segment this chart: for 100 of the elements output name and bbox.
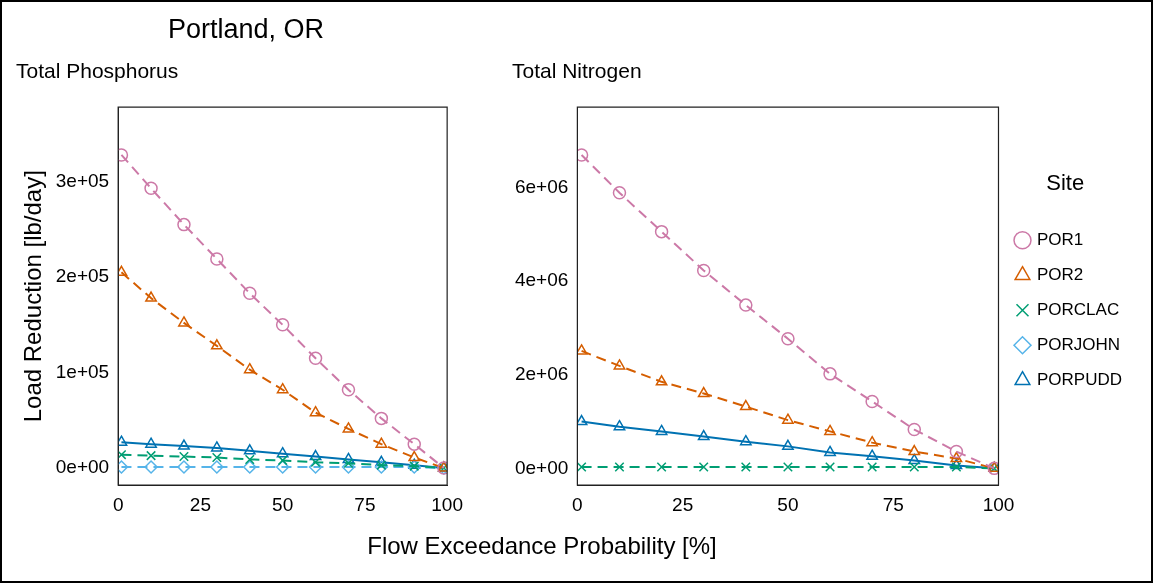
point [341,383,356,397]
point [177,460,191,474]
chart-title: Portland, OR [168,14,325,45]
point [308,460,323,474]
point [949,444,964,459]
point [342,452,355,464]
point [178,451,189,462]
point [310,457,321,468]
point [210,252,224,266]
point [781,413,794,424]
point [276,446,289,458]
point [577,461,587,472]
point [909,461,920,472]
point [613,359,626,370]
point [244,454,255,465]
legend-label: POR1 [1036,229,1084,249]
point [144,460,158,474]
point [866,435,879,447]
point [739,434,752,446]
x-tick-label: 100 [982,493,1015,515]
chart-subtitle: Total Nitrogen [512,59,642,83]
point [739,399,752,411]
point [375,437,388,448]
point [612,186,627,200]
y-tick-label: 0e+00 [514,456,569,478]
point [177,217,191,232]
point [697,429,710,441]
y-tick-label: 2e+06 [514,363,569,385]
point [825,461,836,472]
x-tick-label: 0 [572,493,583,515]
point [613,419,626,431]
point [341,460,356,474]
y-tick-label: 2e+05 [55,265,110,287]
point [374,411,389,426]
point [145,437,158,448]
point [740,461,751,472]
point [276,383,289,394]
point [343,458,354,469]
point [408,450,421,462]
point [824,424,836,436]
point [211,452,222,463]
point [342,422,355,433]
x-tick-label: 75 [882,493,904,515]
point [950,451,963,463]
point [696,263,711,278]
point [656,461,667,472]
legend-label: PORPUDD [1036,369,1123,389]
y-axis-title: Load Reduction [lb/day] [19,170,47,423]
point [145,291,158,302]
legend-label: PORCLAC [1036,299,1120,319]
x-tick-label: 75 [354,493,376,515]
point [908,453,921,465]
point [275,460,290,474]
x-tick-label: 25 [672,493,694,515]
legend-title: Site [1046,170,1085,196]
y-tick-label: 4e+06 [514,269,569,291]
point [908,444,921,456]
point [375,455,388,467]
point [867,461,878,472]
y-tick-label: 6e+06 [514,175,569,197]
chart-subtitle: Total Phosphorus [16,59,179,83]
point [178,316,190,327]
point [907,422,922,437]
point [655,375,668,386]
point [824,445,836,457]
point [654,224,669,239]
point [781,439,794,451]
point [577,414,588,426]
point [277,455,288,466]
x-tick-label: 0 [112,493,124,515]
point [655,424,668,436]
point [243,460,257,474]
x-axis-title: Flow Exceedance Probability [%] [366,532,718,560]
point [243,444,256,455]
point [614,461,625,472]
point [577,344,588,355]
point [275,318,290,332]
point [781,332,795,346]
point [823,367,837,381]
x-tick-label: 100 [431,493,463,515]
point [178,439,190,450]
point [146,450,157,461]
point [144,181,158,196]
y-tick-label: 1e+05 [55,360,110,382]
point [407,437,421,451]
point [577,148,589,162]
point [210,460,224,474]
point [243,362,256,374]
point [697,386,710,398]
point [243,286,257,301]
point [865,394,879,409]
x-tick-label: 50 [272,493,294,515]
y-tick-label: 3e+05 [55,169,110,191]
x-tick-label: 25 [189,493,211,515]
point [210,441,223,452]
point [739,298,753,312]
point [308,351,323,365]
point [210,339,223,350]
point [309,449,322,461]
legend-label: PORJOHN [1036,334,1121,354]
